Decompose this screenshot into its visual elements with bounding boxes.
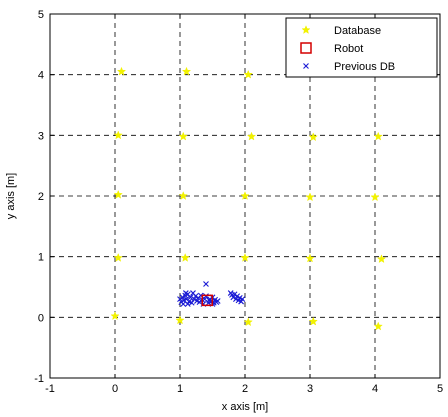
previous-db-point <box>230 294 237 301</box>
x-marker-stroke <box>203 281 209 287</box>
database-point <box>113 252 123 262</box>
x-marker-stroke <box>303 63 309 69</box>
database-point <box>240 191 250 200</box>
legend-swatch <box>300 42 312 54</box>
database-point <box>110 311 120 321</box>
legend-item: Database <box>301 25 381 37</box>
x-marker-stroke <box>236 295 243 301</box>
robot-point <box>201 294 214 307</box>
x-tick-label: 4 <box>372 383 378 395</box>
x-tick-label: 2 <box>242 383 248 395</box>
previous-db-point <box>203 281 209 287</box>
previous-db-point <box>177 296 183 303</box>
legend-label: Robot <box>334 43 363 55</box>
x-marker-stroke <box>212 296 218 303</box>
database-point <box>305 253 315 263</box>
x-marker-stroke <box>197 292 204 299</box>
y-tick-label: 5 <box>38 9 44 21</box>
legend-items: Database Robot Previous DB <box>300 25 395 73</box>
previous-db-point <box>179 294 186 301</box>
legend-item: Previous DB <box>303 61 395 73</box>
database-point <box>373 131 383 141</box>
x-marker-stroke <box>183 296 190 303</box>
legend-label: Previous DB <box>334 61 395 73</box>
database-point <box>113 130 123 140</box>
legend: Database Robot Previous DB <box>285 17 438 78</box>
previous-db-point <box>180 301 187 307</box>
x-marker-stroke <box>187 294 194 301</box>
database-point <box>175 315 185 325</box>
axis-ticks <box>49 13 441 379</box>
y-tick-label: 2 <box>38 191 44 203</box>
y-tick-label: 1 <box>38 252 44 264</box>
database-point <box>373 321 383 331</box>
x-marker-stroke <box>214 298 221 304</box>
x-marker-stroke <box>188 299 195 306</box>
database-point <box>178 191 188 200</box>
x-tick-label: 1 <box>177 383 183 395</box>
previous-db-point <box>187 294 194 301</box>
x-marker-stroke <box>231 291 238 298</box>
previous-db-point <box>192 293 199 299</box>
x-tick-label: 3 <box>307 383 313 395</box>
x-marker-stroke <box>182 290 189 296</box>
x-marker-stroke <box>233 296 239 303</box>
previous-db-point <box>188 299 195 306</box>
x-tick-label: 0 <box>112 383 118 395</box>
previous-db-point <box>214 298 221 304</box>
legend-label: Database <box>334 25 381 37</box>
previous-db-point <box>182 290 189 296</box>
previous-db-point <box>239 296 246 303</box>
database-point <box>308 132 318 142</box>
x-marker-stroke <box>184 301 191 307</box>
database-point <box>181 66 192 76</box>
y-axis-title: y axis [m] <box>5 173 17 219</box>
database-point <box>246 131 257 141</box>
database-point <box>116 66 127 76</box>
database-point <box>305 192 315 202</box>
x-marker-stroke <box>179 294 186 301</box>
x-marker-stroke <box>203 293 209 299</box>
x-tick-label: 5 <box>437 383 443 395</box>
y-tick-label: 3 <box>38 130 44 142</box>
previous-db-point <box>203 293 209 299</box>
y-tick-label: 4 <box>38 70 44 82</box>
previous-db-point <box>184 301 191 307</box>
x-tick-labels: -1 0 1 2 3 4 5 <box>45 383 443 395</box>
y-tick-label: 0 <box>38 312 44 324</box>
database-point <box>308 316 318 326</box>
x-marker-stroke <box>194 298 200 304</box>
x-marker-stroke <box>190 290 196 296</box>
y-tick-labels: -1 0 1 2 3 4 5 <box>34 9 44 385</box>
database-point <box>243 317 253 327</box>
legend-swatch <box>303 63 309 69</box>
x-marker-stroke <box>177 296 183 303</box>
database-point <box>178 131 188 141</box>
x-tick-label: -1 <box>45 383 55 395</box>
database-point <box>370 192 380 202</box>
data-marks <box>110 66 387 331</box>
database-point <box>113 189 123 199</box>
legend-swatch <box>301 25 311 34</box>
database-point <box>240 252 250 262</box>
legend-item: Robot <box>300 42 363 55</box>
database-point <box>376 254 387 264</box>
previous-db-point <box>191 296 198 303</box>
x-marker-stroke <box>239 296 246 303</box>
previous-db-point <box>234 293 241 299</box>
x-marker-stroke <box>230 294 237 301</box>
x-marker-stroke <box>234 293 241 299</box>
x-axis-title: x axis [m] <box>222 401 268 413</box>
x-marker-stroke <box>192 293 199 299</box>
previous-db-point <box>231 291 238 298</box>
x-marker-stroke <box>206 297 213 304</box>
database-point <box>243 69 253 79</box>
previous-db-point <box>206 297 213 304</box>
x-marker-stroke <box>191 296 198 303</box>
database-point <box>180 252 190 262</box>
y-tick-label: -1 <box>34 373 44 385</box>
x-marker-stroke <box>180 301 187 307</box>
